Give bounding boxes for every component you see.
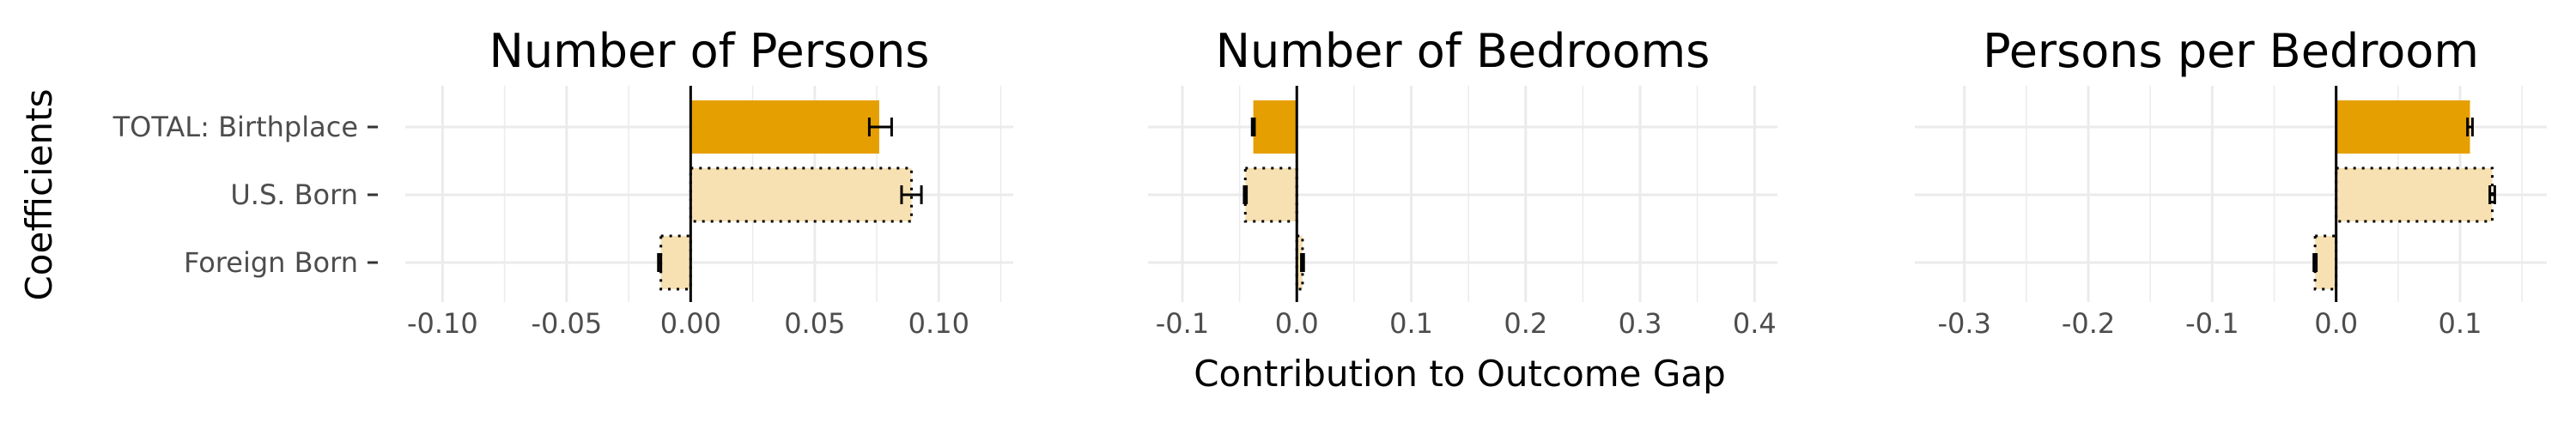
bar xyxy=(2335,166,2494,223)
bar xyxy=(2313,234,2338,291)
category-label: U.S. Born xyxy=(230,178,358,211)
x-tick-label: 0.0 xyxy=(1275,307,1319,340)
x-tick-label: -0.2 xyxy=(2062,307,2115,340)
bar xyxy=(689,166,914,223)
x-tick-label: 0.3 xyxy=(1619,307,1662,340)
bar xyxy=(1243,166,1298,223)
panel-title: Number of Bedrooms xyxy=(1216,24,1710,78)
panel-title: Persons per Bedroom xyxy=(1983,24,2479,78)
y-axis-title: Coefficients xyxy=(18,88,60,300)
x-tick-label: -0.10 xyxy=(407,307,478,340)
bar xyxy=(1295,234,1304,291)
bar xyxy=(659,234,692,291)
x-tick-label: 0.4 xyxy=(1733,307,1777,340)
x-tick-label: 0.2 xyxy=(1504,307,1547,340)
panel-2: Number of Bedrooms -0.1 0.0 0.1 0.2 0.3 0.4 xyxy=(1148,24,1777,340)
panel-1: Number of Persons -0.10 -0.05 0.00 0.05 0.10 T… xyxy=(112,24,1013,340)
panel-3: Persons per Bedroom -0.3 -0.2 -0.1 0.0 0.1 xyxy=(1915,24,2547,340)
x-tick-label: 0.10 xyxy=(908,307,969,340)
x-tick-label: -0.1 xyxy=(2185,307,2239,340)
bar xyxy=(1253,100,1297,154)
x-tick-label: 0.05 xyxy=(784,307,845,340)
panel-title: Number of Persons xyxy=(489,24,930,78)
x-tick-label: 0.00 xyxy=(660,307,721,340)
x-tick-label: -0.1 xyxy=(1156,307,1209,340)
x-tick-label: 0.0 xyxy=(2314,307,2358,340)
bar xyxy=(2336,100,2470,154)
category-label: TOTAL: Birthplace xyxy=(112,111,358,143)
x-tick-label: -0.3 xyxy=(1938,307,1991,340)
x-axis-title: Contribution to Outcome Gap xyxy=(1194,353,1726,395)
category-label: Foreign Born xyxy=(184,246,358,279)
x-tick-label: 0.1 xyxy=(1389,307,1433,340)
bar xyxy=(690,100,879,154)
x-tick-label: 0.1 xyxy=(2439,307,2482,340)
x-tick-label: -0.05 xyxy=(531,307,602,340)
